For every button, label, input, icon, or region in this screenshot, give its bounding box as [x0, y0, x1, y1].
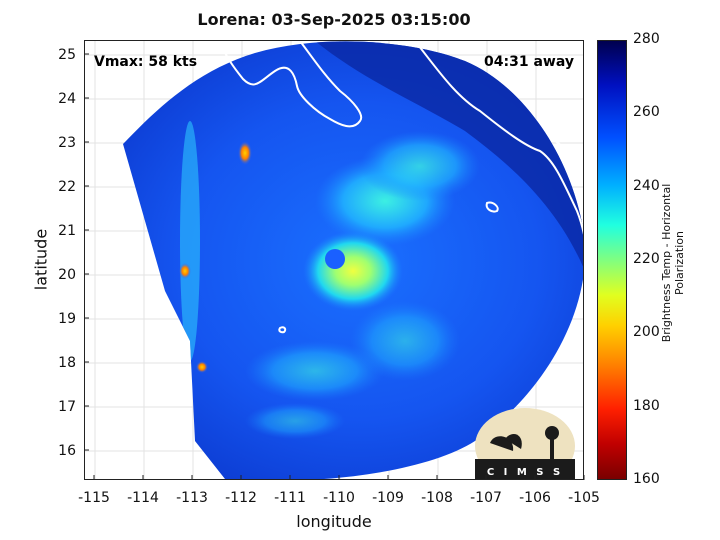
colorbar-label: Brightness Temp - Horizontal Polarizatio…	[660, 183, 686, 343]
colorbar-tick-label: 220	[633, 251, 660, 267]
colorbar-tick-label: 260	[633, 104, 660, 121]
x-tick-label: -114	[127, 490, 159, 506]
y-tick-label: 22	[58, 179, 76, 195]
colorbar-tick-label: 160	[633, 471, 660, 487]
y-tick-label: 21	[58, 223, 76, 239]
x-tick-label: -109	[372, 490, 404, 506]
coastline	[219, 41, 583, 334]
y-tick-label: 19	[58, 311, 76, 327]
x-tick-label: -111	[274, 490, 306, 506]
y-tick-label: 24	[58, 91, 76, 107]
colorbar-tick-label: 200	[633, 324, 660, 341]
x-axis-label: longitude	[296, 512, 372, 531]
y-axis-label: latitude	[31, 228, 51, 291]
y-tick-label: 20	[58, 267, 76, 283]
time-away-label: 04:31 away	[484, 54, 574, 70]
x-tick-label: -113	[176, 490, 208, 506]
colorbar-tick-label: 240	[633, 177, 660, 194]
cimss-logo: C I M S S	[475, 408, 575, 479]
chart-title: Lorena: 03-Sep-2025 03:15:00	[197, 10, 471, 29]
x-tick-label: -108	[421, 490, 453, 506]
x-tick-label: -106	[519, 490, 551, 506]
x-tick-label: -115	[78, 490, 110, 506]
y-tick-label: 25	[58, 47, 76, 63]
colorbar-tick-label: 280	[633, 31, 660, 47]
x-tick-label: -107	[470, 490, 502, 506]
map-svg: C I M S S	[85, 41, 583, 479]
x-tick-label: -105	[568, 490, 600, 506]
colorbar-tick-label: 180	[633, 397, 660, 414]
y-tick-label: 17	[58, 399, 76, 415]
y-tick-label: 16	[58, 443, 76, 459]
y-tick-label: 23	[58, 135, 76, 151]
brightness-swath	[123, 41, 583, 479]
colorbar	[597, 40, 627, 480]
map-panel: C I M S S	[84, 40, 584, 480]
x-tick-label: -110	[323, 490, 355, 506]
x-tick-label: -112	[225, 490, 257, 506]
logo-text: C I M S S	[487, 467, 563, 478]
vmax-label: Vmax: 58 kts	[94, 54, 198, 70]
y-tick-label: 18	[58, 355, 76, 371]
